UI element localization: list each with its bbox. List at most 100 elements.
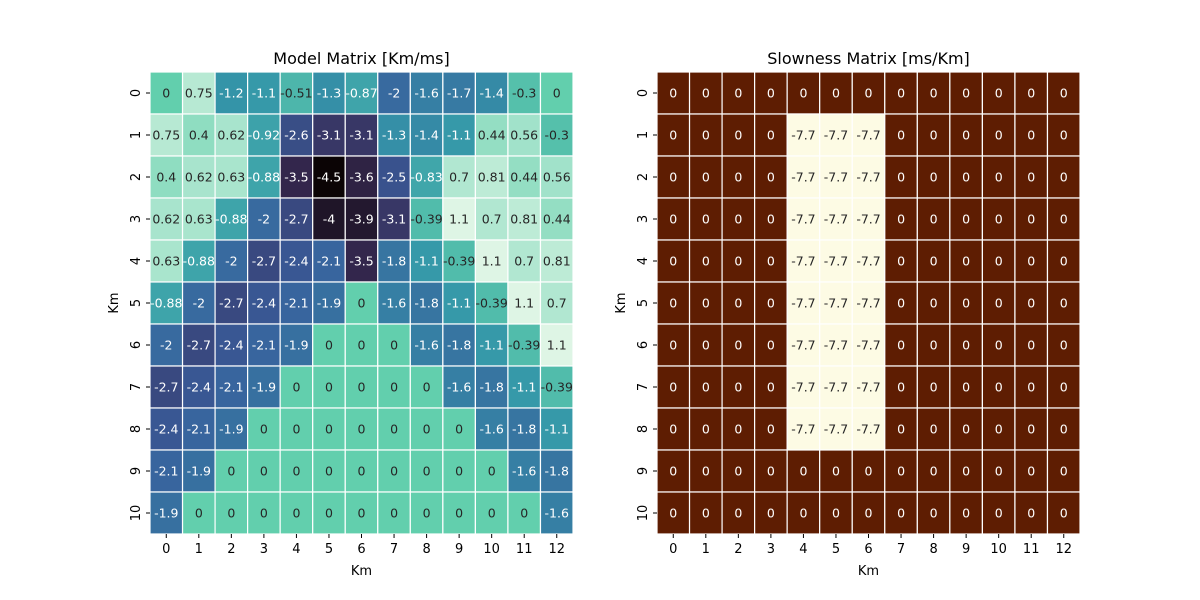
slowness-matrix-cell [1014, 407, 1049, 451]
slowness-matrix-cell [949, 449, 983, 493]
model-matrix-cell-label: 0 [292, 380, 300, 395]
slowness-matrix-cell [656, 281, 691, 325]
model-matrix-cell-label: -1.9 [284, 338, 308, 353]
slowness-matrix-cell [819, 113, 853, 157]
slowness-matrix-x-tick-label: 12 [1055, 542, 1072, 557]
model-matrix-cell-label: -3.9 [349, 212, 373, 227]
model-matrix-cell [442, 449, 476, 493]
slowness-matrix-cell-label: -7.7 [791, 338, 815, 353]
model-matrix-x-tick-label: 2 [227, 542, 235, 557]
slowness-matrix-cell-label: -7.7 [824, 254, 848, 269]
slowness-matrix-cell-label: 0 [1027, 422, 1035, 437]
slowness-matrix-cell [786, 71, 821, 115]
model-matrix-cell-label: -0.88 [183, 254, 215, 269]
model-matrix-cell-label: 0.81 [510, 212, 538, 227]
model-matrix-cell-label: -2.1 [219, 380, 243, 395]
model-matrix-cell [312, 113, 346, 157]
slowness-matrix-cell [754, 365, 788, 409]
model-matrix-cell-label: 0 [260, 464, 268, 479]
slowness-matrix-cell-label: 0 [767, 464, 775, 479]
model-matrix-cell [474, 155, 509, 199]
slowness-matrix-cell-label: 0 [995, 128, 1003, 143]
model-matrix-cell-label: -1.9 [252, 380, 276, 395]
model-matrix-cell [214, 323, 249, 367]
slowness-matrix-cell [851, 155, 886, 199]
model-matrix-cell-label: 0.7 [482, 212, 502, 227]
slowness-matrix-cell-label: 0 [962, 212, 970, 227]
model-matrix-cell-label: -1.1 [447, 128, 471, 143]
model-matrix-cell-label: 0 [325, 380, 333, 395]
slowness-matrix-cell [949, 407, 983, 451]
slowness-matrix-cell-label: 0 [702, 254, 710, 269]
slowness-matrix-cell-label: 0 [930, 506, 938, 521]
model-matrix-cell-label: -1.6 [479, 422, 503, 437]
model-matrix-cell-label: -1.3 [382, 128, 406, 143]
model-matrix-cell-label: -0.88 [215, 212, 247, 227]
slowness-matrix-cell-label: 0 [962, 338, 970, 353]
model-matrix-cell [214, 449, 249, 493]
model-matrix-cell [312, 365, 346, 409]
model-matrix-cell-label: 0 [358, 296, 366, 311]
slowness-matrix-cell [981, 449, 1016, 493]
model-matrix-y-tick-label: 1 [129, 131, 144, 139]
model-matrix-cell-label: -0.88 [248, 170, 280, 185]
model-matrix-x-tick-label: 6 [357, 542, 365, 557]
model-matrix-y-tick-label: 2 [129, 173, 144, 181]
model-matrix-cell-label: -2.7 [154, 380, 178, 395]
model-matrix-cell [149, 113, 184, 157]
model-matrix-cell-label: -1.6 [447, 380, 471, 395]
slowness-matrix-x-tick-label: 0 [669, 542, 677, 557]
model-matrix-cells: 0 0.75 -1.2 -1.1 -0.51 -1.3 -0.87 -2 -1.6 -1.7 -1.… [149, 71, 574, 535]
slowness-matrix-cell [851, 281, 886, 325]
model-matrix-cell [442, 71, 476, 115]
model-matrix-x-tick-label: 5 [325, 542, 333, 557]
slowness-matrix-cell-label: 0 [1027, 128, 1035, 143]
slowness-matrix-cell-label: 0 [669, 86, 677, 101]
model-matrix-cell-label: 0 [390, 506, 398, 521]
model-matrix-cell-label: 0 [455, 464, 463, 479]
model-matrix-cell [409, 197, 444, 241]
slowness-matrix-cell-label: 0 [995, 86, 1003, 101]
model-matrix-y-ticks: 0 1 2 3 4 5 6 7 8 9 10 [129, 89, 150, 521]
slowness-matrix-cell [1014, 197, 1049, 241]
slowness-matrix-cell [981, 281, 1016, 325]
model-matrix-cell [247, 407, 281, 451]
slowness-matrix-cell [786, 155, 821, 199]
slowness-matrix-cell-label: 0 [734, 254, 742, 269]
model-matrix-cell-label: -1.1 [447, 296, 471, 311]
model-matrix-cell-label: 0.4 [189, 128, 209, 143]
slowness-matrix-cell [656, 71, 691, 115]
slowness-matrix-cell-label: 0 [897, 338, 905, 353]
model-matrix-cell [214, 281, 249, 325]
model-matrix-cell-label: 0 [325, 464, 333, 479]
model-matrix-cell-label: 0.75 [185, 86, 213, 101]
model-matrix-cell-label: -2.5 [382, 170, 406, 185]
model-matrix-cell-label: -0.39 [541, 380, 573, 395]
slowness-matrix-cell-label: 0 [734, 170, 742, 185]
model-matrix-cell-label: -0.39 [475, 296, 507, 311]
slowness-matrix-cell-label: 0 [897, 296, 905, 311]
model-matrix-cell [279, 365, 314, 409]
slowness-matrix-x-tick-label: 9 [962, 542, 970, 557]
model-matrix-cell-label: -2 [258, 212, 270, 227]
slowness-matrix-cell-label: 0 [832, 506, 840, 521]
model-matrix-cell-label: 0 [488, 464, 496, 479]
model-matrix-y-tick-label: 5 [129, 299, 144, 307]
model-matrix-x-tick-label: 12 [548, 542, 565, 557]
slowness-matrix-cell-label: 0 [962, 254, 970, 269]
model-matrix-cell-label: 0 [520, 506, 528, 521]
model-matrix-y-tick-label: 9 [129, 467, 144, 475]
slowness-matrix-cell [721, 197, 756, 241]
model-matrix-cell-label: -1.8 [447, 338, 471, 353]
slowness-matrix-cell-label: 0 [930, 422, 938, 437]
slowness-matrix-y-ticks: 0 1 2 3 4 5 6 7 8 9 10 [636, 89, 657, 521]
slowness-matrix-cell-label: 0 [702, 464, 710, 479]
slowness-matrix-cell-label: 0 [962, 170, 970, 185]
model-matrix-cell-label: -1.1 [512, 380, 536, 395]
model-matrix-cell-label: -2 [388, 86, 400, 101]
model-matrix-cell [442, 323, 476, 367]
slowness-matrix-cell [949, 71, 983, 115]
model-matrix-cell-label: -2.4 [187, 380, 211, 395]
slowness-matrix-cell [721, 449, 756, 493]
slowness-matrix-cell-label: 0 [767, 422, 775, 437]
